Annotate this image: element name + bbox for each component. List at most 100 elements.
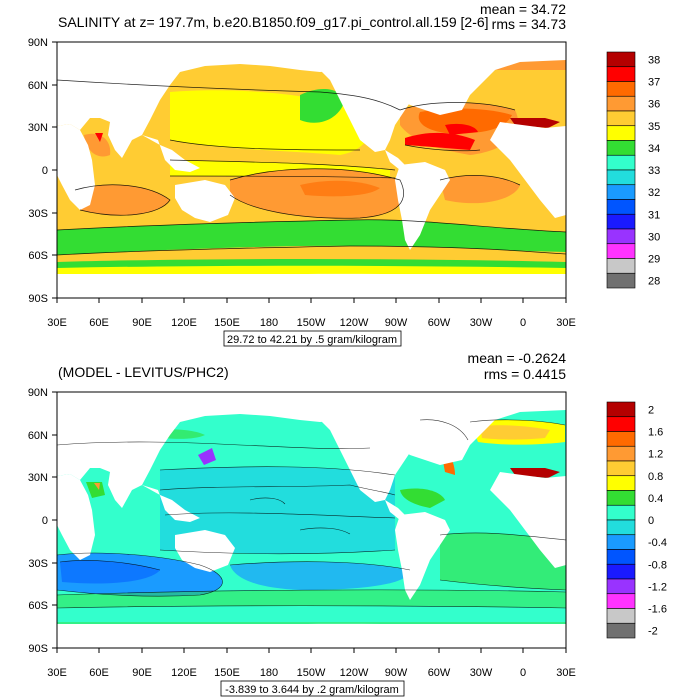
colorbar-swatch — [606, 460, 636, 477]
difference-rms: rms = 0.4415 — [484, 366, 566, 382]
lat-tick-label: 30S — [28, 208, 48, 220]
lon-tick-label: 0 — [520, 667, 526, 679]
colorbar-label: 0 — [648, 515, 654, 527]
colorbar-label: 1.6 — [648, 427, 663, 439]
lon-tick-label: 30E — [556, 667, 576, 679]
colorbar-label: 30 — [648, 231, 660, 243]
colorbar-swatch — [606, 272, 636, 289]
colorbar-swatch — [606, 475, 636, 491]
colorbar-label: 37 — [648, 77, 660, 89]
lat-tick-label: 30N — [28, 122, 48, 134]
colorbar-swatch — [606, 593, 636, 609]
lon-tick-label: 0 — [520, 317, 526, 329]
difference-field — [57, 392, 566, 648]
colorbar-swatch — [606, 95, 636, 112]
colorbar-swatch — [606, 416, 636, 432]
colorbar-label: 0.8 — [648, 471, 663, 483]
lon-tick-label: 180 — [260, 667, 278, 679]
colorbar-swatch — [606, 258, 636, 274]
lon-tick-label: 60W — [428, 317, 451, 329]
lon-tick-label: 90E — [132, 667, 152, 679]
lat-tick-label: 90S — [28, 293, 48, 305]
colorbar-swatch — [606, 445, 636, 462]
colorbar-swatch — [606, 534, 636, 550]
colorbar-swatch — [606, 401, 636, 418]
salinity-lon-axis: 30E 60E 90E 120E 150E 180 150W 120W 90W … — [47, 298, 576, 329]
colorbar-label: 32 — [648, 187, 660, 199]
lon-tick-label: 150W — [297, 667, 326, 679]
colorbar-label: -0.8 — [648, 559, 667, 571]
colorbar-swatch — [606, 622, 636, 639]
salinity-range-caption: 29.72 to 42.21 by .5 gram/kilogram — [227, 334, 397, 346]
colorbar-label: 1.2 — [648, 449, 663, 461]
difference-panel: (MODEL - LEVITUS/PHC2) mean = -0.2624 rm… — [0, 350, 700, 700]
colorbar-label: 34 — [648, 143, 660, 155]
difference-range-caption: -3.839 to 3.644 by .2 gram/kilogram — [225, 684, 399, 696]
salinity-map: SALINITY at z= 197.7m, b.e20.B1850.f09_g… — [28, 1, 660, 347]
colorbar-swatch — [606, 169, 636, 186]
lat-tick-label: 60S — [28, 250, 48, 262]
colorbar-swatch — [606, 563, 636, 580]
salinity-mean: mean = 34.72 — [480, 1, 566, 17]
colorbar-swatch — [606, 608, 636, 624]
lat-tick-label: 0 — [42, 515, 48, 527]
difference-colorbar: 2 1.6 1.2 0.8 0.4 0 -0.4 -0.8 -1.2 -1.6 -2 — [606, 401, 667, 639]
colorbar-swatch — [606, 66, 636, 82]
lon-tick-label: 120W — [340, 317, 369, 329]
colorbar-label: 35 — [648, 121, 660, 133]
difference-lon-axis: 30E 60E 90E 120E 150E 180 150W 120W 90W … — [47, 648, 576, 679]
lon-tick-label: 30W — [470, 667, 493, 679]
salinity-lat-axis: 90N 60N 30N 0 30S 60S 90S — [28, 37, 57, 305]
colorbar-label: -0.4 — [648, 537, 667, 549]
colorbar-swatch — [606, 490, 636, 506]
lon-tick-label: 150W — [297, 317, 326, 329]
salinity-panel: SALINITY at z= 197.7m, b.e20.B1850.f09_g… — [28, 1, 660, 347]
colorbar-label: 33 — [648, 165, 660, 177]
lon-tick-label: 120W — [340, 667, 369, 679]
colorbar-label: -2 — [648, 626, 658, 638]
lon-tick-label: 180 — [260, 317, 278, 329]
lat-tick-label: 60N — [28, 80, 48, 92]
lon-tick-label: 90E — [132, 317, 152, 329]
lat-tick-label: 90S — [28, 643, 48, 655]
difference-title: (MODEL - LEVITUS/PHC2) — [58, 364, 229, 380]
lat-tick-label: 60S — [28, 600, 48, 612]
colorbar-label: 2 — [648, 404, 654, 416]
colorbar-label: -1.2 — [648, 581, 667, 593]
lon-tick-label: 30W — [470, 317, 493, 329]
difference-lat-axis: 90N 60N 30N 0 30S 60S 90S — [28, 387, 57, 655]
colorbar-swatch — [606, 110, 636, 127]
colorbar-swatch — [606, 140, 636, 156]
salinity-colorbar: 38 37 36 35 34 33 32 31 30 29 28 — [606, 51, 660, 289]
colorbar-swatch — [606, 578, 636, 595]
lon-tick-label: 90W — [385, 667, 408, 679]
lon-tick-label: 150E — [214, 667, 240, 679]
colorbar-swatch — [606, 154, 636, 171]
colorbar-label: 0.4 — [648, 493, 663, 505]
colorbar-label: 28 — [648, 276, 660, 288]
lon-tick-label: 30E — [556, 317, 576, 329]
difference-range-box — [220, 680, 405, 697]
lon-tick-label: 120E — [171, 317, 197, 329]
colorbar-swatch — [606, 243, 636, 259]
difference-mean: mean = -0.2624 — [468, 350, 567, 366]
colorbar-swatch — [606, 51, 636, 68]
lon-tick-label: 120E — [171, 667, 197, 679]
colorbar-swatch — [606, 549, 636, 565]
difference-map: (MODEL - LEVITUS/PHC2) mean = -0.2624 rm… — [28, 350, 667, 697]
colorbar-label: 36 — [648, 99, 660, 111]
colorbar-swatch — [606, 431, 636, 447]
lat-tick-label: 60N — [28, 430, 48, 442]
colorbar-swatch — [606, 228, 636, 245]
lon-tick-label: 30E — [47, 667, 67, 679]
colorbar-swatch — [606, 199, 636, 215]
colorbar-label: 31 — [648, 209, 660, 221]
colorbar-label: 29 — [648, 254, 660, 266]
lon-tick-label: 90W — [385, 317, 408, 329]
lat-tick-label: 90N — [28, 387, 48, 399]
lon-tick-label: 60E — [89, 317, 109, 329]
lat-tick-label: 0 — [42, 165, 48, 177]
lon-tick-label: 60E — [89, 667, 109, 679]
salinity-field — [57, 42, 566, 298]
lat-tick-label: 30S — [28, 558, 48, 570]
